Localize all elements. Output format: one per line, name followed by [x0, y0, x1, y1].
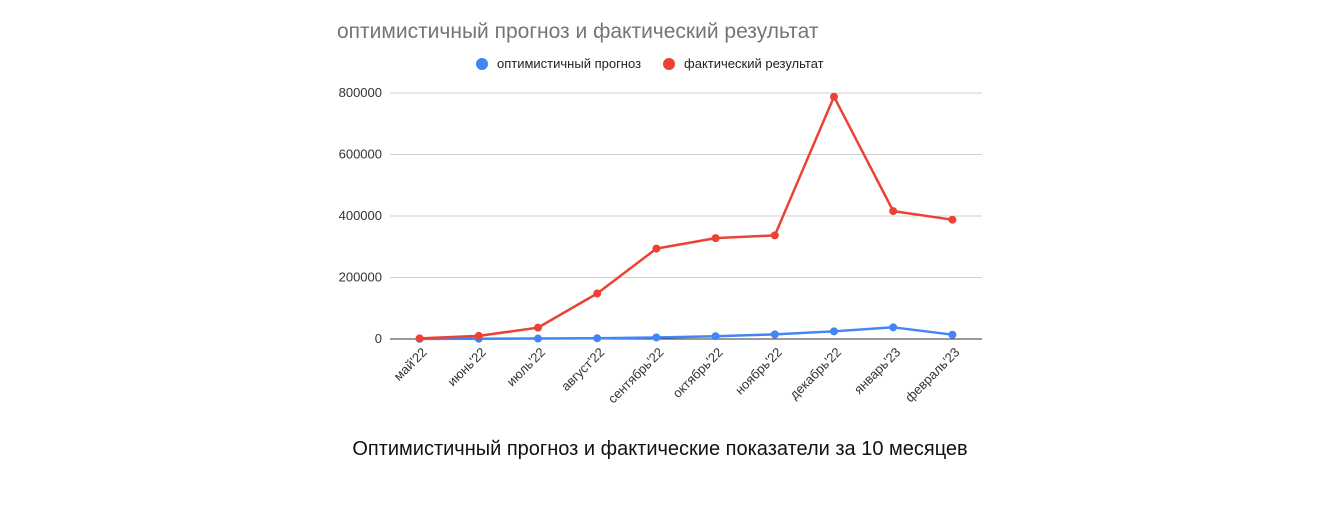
data-point[interactable]	[415, 334, 424, 343]
x-tick-label: октябрь'22	[670, 345, 726, 401]
y-tick-label: 600000	[339, 147, 382, 162]
y-tick-label: 0	[375, 331, 382, 346]
x-tick-label: май'22	[391, 345, 430, 384]
data-point[interactable]	[474, 331, 483, 340]
legend-label-forecast: оптимистичный прогноз	[497, 56, 642, 71]
plot-area: 0 200000 400000 600000 800000 май'22 июнь'22 ию…	[339, 85, 982, 407]
series-line-0	[418, 326, 954, 341]
x-tick-label: февраль'23	[902, 345, 963, 406]
x-tick-label: июль'22	[504, 345, 549, 390]
legend-marker-actual-icon	[663, 57, 676, 70]
data-point[interactable]	[830, 327, 838, 336]
x-tick-label: август'22	[558, 345, 607, 394]
chart-title: оптимистичный прогноз и фактический резу…	[337, 20, 819, 43]
series-line-1	[418, 95, 954, 340]
data-point[interactable]	[534, 323, 542, 332]
y-tick-label: 200000	[339, 270, 382, 285]
data-point[interactable]	[830, 92, 838, 101]
chart-legend: оптимистичный прогноз фактический резуль…	[476, 56, 846, 71]
x-tick-label: июнь'22	[444, 345, 488, 389]
x-tick-label: ноябрь'22	[732, 345, 785, 398]
data-point[interactable]	[593, 289, 602, 298]
data-point[interactable]	[770, 330, 779, 339]
data-point[interactable]	[948, 330, 957, 339]
x-tick-label: сентябрь'22	[605, 345, 667, 407]
y-tick-label: 800000	[339, 85, 382, 100]
data-point[interactable]	[711, 234, 720, 243]
data-point[interactable]	[534, 334, 542, 343]
data-point[interactable]	[652, 333, 661, 342]
data-point[interactable]	[889, 323, 898, 332]
data-point[interactable]	[889, 207, 898, 216]
legend-label-actual: фактический результат	[684, 56, 824, 71]
data-point[interactable]	[652, 244, 661, 253]
x-tick-label: январь'23	[851, 345, 903, 397]
figure-caption: Оптимистичный прогноз и фактические пока…	[352, 438, 968, 460]
y-tick-label: 400000	[339, 208, 382, 223]
legend-marker-forecast-icon	[476, 57, 488, 70]
legend-item-forecast[interactable]: оптимистичный прогноз	[476, 56, 641, 71]
data-point[interactable]	[593, 334, 602, 343]
x-tick-label: декабрь'22	[787, 345, 845, 403]
data-point[interactable]	[770, 231, 779, 240]
data-point[interactable]	[711, 332, 720, 341]
legend-item-actual[interactable]: фактический результат	[663, 56, 824, 71]
data-point[interactable]	[948, 215, 957, 224]
